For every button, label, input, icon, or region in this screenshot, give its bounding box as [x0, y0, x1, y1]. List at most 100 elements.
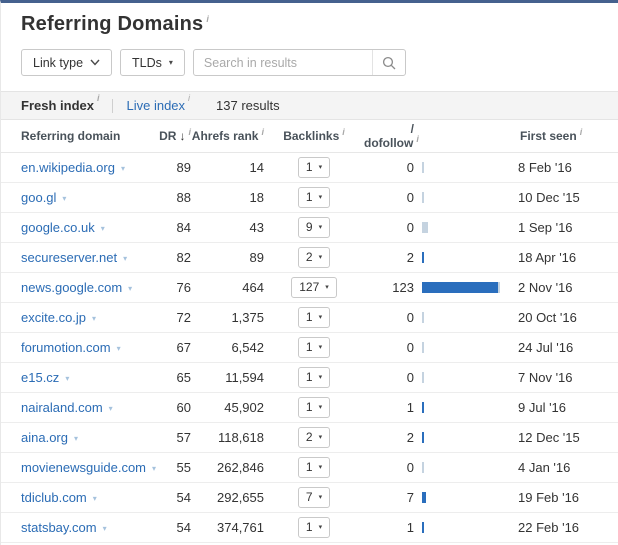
backlinks-dropdown[interactable]: 2 ▾: [297, 247, 331, 268]
backlinks-dropdown[interactable]: 2 ▾: [297, 427, 331, 448]
search-icon: [382, 56, 396, 69]
backlinks-dropdown[interactable]: 127 ▾: [291, 277, 337, 298]
referring-domain-link[interactable]: secureserver.net: [21, 250, 118, 265]
dr-value: 60: [176, 400, 191, 415]
col-header-ahrefs-rank[interactable]: Ahrefs rank i: [191, 127, 264, 144]
backlinks-count: 1: [305, 400, 313, 414]
tab-live-index[interactable]: Live index i: [126, 93, 191, 114]
tab-divider: [112, 98, 114, 113]
caret-down-icon: ▾: [318, 163, 323, 171]
caret-down-icon: ▾: [318, 253, 323, 261]
dofollow-count: 1: [406, 400, 414, 415]
ahrefs-rank-value: 292,655: [217, 490, 264, 505]
table-row: excite.co.jp ▾ 72 1,375 1 ▾ 0 20 Oct '16: [1, 303, 618, 333]
dr-value: 57: [176, 430, 191, 445]
col-header-backlinks[interactable]: Backlinks i: [264, 127, 364, 144]
backlinks-ratio-bar: [422, 402, 518, 413]
dr-value: 54: [176, 490, 191, 505]
backlinks-dropdown[interactable]: 1 ▾: [297, 307, 331, 328]
info-icon[interactable]: i: [342, 127, 345, 137]
domain-caret-down-icon[interactable]: ▾: [73, 434, 78, 443]
backlinks-dropdown[interactable]: 7 ▾: [297, 487, 331, 508]
backlinks-dropdown[interactable]: 1 ▾: [297, 367, 331, 388]
referring-domain-link[interactable]: tdiclub.com: [21, 490, 87, 505]
tlds-dropdown[interactable]: TLDs ▾: [120, 49, 185, 76]
domain-caret-down-icon[interactable]: ▾: [92, 494, 97, 503]
referring-domain-link[interactable]: nairaland.com: [21, 400, 103, 415]
info-icon[interactable]: i: [261, 127, 264, 137]
referring-domain-link[interactable]: excite.co.jp: [21, 310, 87, 325]
domain-caret-down-icon[interactable]: ▾: [102, 524, 107, 533]
tlds-label: TLDs: [132, 55, 162, 70]
referring-domain-link[interactable]: movienewsguide.com: [21, 460, 147, 475]
link-type-dropdown[interactable]: Link type: [21, 49, 113, 76]
search-button[interactable]: [371, 50, 405, 75]
info-icon[interactable]: i: [416, 134, 419, 144]
backlinks-dropdown[interactable]: 1 ▾: [297, 157, 331, 178]
backlinks-ratio-bar: [422, 252, 518, 263]
backlinks-dropdown[interactable]: 1 ▾: [297, 337, 331, 358]
referring-domain-link[interactable]: forumotion.com: [21, 340, 111, 355]
caret-down-icon: ▾: [318, 463, 323, 471]
referring-domain-link[interactable]: e15.cz: [21, 370, 60, 385]
info-icon[interactable]: i: [206, 14, 210, 25]
referring-domain-link[interactable]: en.wikipedia.org: [21, 160, 115, 175]
caret-down-icon: ▾: [318, 403, 323, 411]
referring-domain-link[interactable]: google.co.uk: [21, 220, 95, 235]
ahrefs-rank-value: 118,618: [217, 430, 264, 445]
first-seen-date: 19 Feb '16: [518, 490, 580, 505]
search-box: [192, 49, 406, 76]
caret-down-icon: ▾: [318, 193, 323, 201]
dofollow-count: 0: [406, 340, 414, 355]
domain-caret-down-icon[interactable]: ▾: [123, 254, 128, 263]
ahrefs-rank-value: 1,375: [231, 310, 264, 325]
info-icon[interactable]: i: [579, 127, 583, 137]
domain-caret-down-icon[interactable]: ▾: [108, 404, 113, 413]
page-title: Referring Domains i: [21, 13, 598, 36]
backlinks-dropdown[interactable]: 1 ▾: [297, 457, 331, 478]
dr-value: 89: [176, 160, 191, 175]
table-row: nairaland.com ▾ 60 45,902 1 ▾ 1 9 Jul '16: [1, 393, 618, 423]
dofollow-count: 1: [406, 520, 414, 535]
dofollow-bar-segment: [422, 282, 498, 293]
dofollow-count: 0: [406, 370, 414, 385]
domain-caret-down-icon[interactable]: ▾: [152, 464, 157, 473]
referring-domain-link[interactable]: aina.org: [21, 430, 68, 445]
table-header-row: Referring domain DR ↓ i Ahrefs rank i Backl…: [1, 120, 618, 153]
nofollow-bar-segment: [422, 162, 424, 173]
col-header-first-seen[interactable]: First seen i: [518, 127, 618, 144]
tab-fresh-index[interactable]: Fresh index i: [21, 93, 100, 114]
backlinks-ratio-bar: [422, 282, 518, 293]
col-header-referring-domain[interactable]: Referring domain: [21, 129, 121, 143]
backlinks-dropdown[interactable]: 1 ▾: [297, 397, 331, 418]
backlinks-dropdown[interactable]: 1 ▾: [297, 517, 331, 538]
domain-caret-down-icon[interactable]: ▾: [92, 314, 97, 323]
backlinks-count: 1: [305, 160, 313, 174]
domain-caret-down-icon[interactable]: ▾: [128, 284, 133, 293]
col-header-dofollow[interactable]: / dofollow i: [364, 122, 419, 150]
results-count: 137 results: [216, 98, 280, 113]
dofollow-count: 2: [406, 430, 414, 445]
dr-value: 88: [176, 190, 191, 205]
backlinks-dropdown[interactable]: 1 ▾: [297, 187, 331, 208]
referring-domain-link[interactable]: goo.gl: [21, 190, 57, 205]
table-row: movienewsguide.com ▾ 55 262,846 1 ▾ 0 4 J…: [1, 453, 618, 483]
table-body: en.wikipedia.org ▾ 89 14 1 ▾ 0 8 Feb '16 …: [1, 153, 618, 543]
ahrefs-rank-value: 11,594: [225, 370, 264, 385]
referring-domain-link[interactable]: statsbay.com: [21, 520, 97, 535]
domain-caret-down-icon[interactable]: ▾: [65, 374, 70, 383]
col-header-dr[interactable]: DR ↓ i: [151, 127, 191, 144]
referring-domain-link[interactable]: news.google.com: [21, 280, 123, 295]
nofollow-bar-segment: [498, 282, 500, 293]
domain-caret-down-icon[interactable]: ▾: [116, 344, 121, 353]
info-icon[interactable]: i: [188, 127, 191, 137]
domain-caret-down-icon[interactable]: ▾: [62, 194, 67, 203]
col-header-dofollow-label: / dofollow: [364, 122, 414, 150]
dofollow-count: 0: [406, 190, 414, 205]
search-input[interactable]: [193, 50, 372, 75]
domain-caret-down-icon[interactable]: ▾: [100, 224, 105, 233]
backlinks-dropdown[interactable]: 9 ▾: [297, 217, 331, 238]
link-type-label: Link type: [33, 55, 84, 70]
domain-caret-down-icon[interactable]: ▾: [120, 164, 125, 173]
